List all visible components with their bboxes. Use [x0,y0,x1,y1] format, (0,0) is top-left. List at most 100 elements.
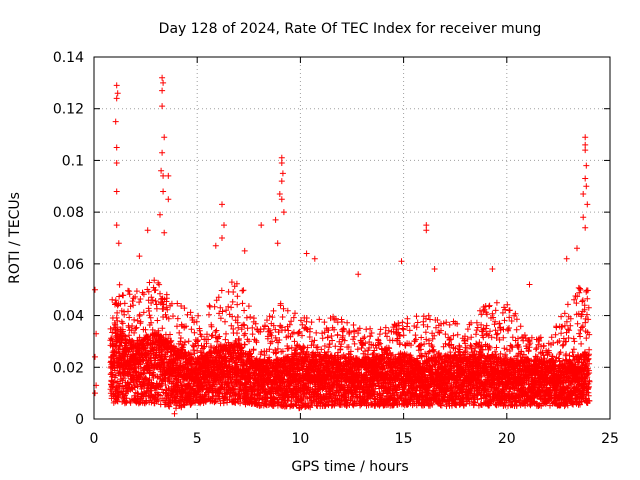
data-point [121,300,128,307]
data-point [114,324,121,331]
data-point [195,312,202,319]
data-point [131,316,138,323]
data-point [136,299,143,306]
data-point [346,329,353,336]
chart-title: Day 128 of 2024, Rate Of TEC Index for r… [159,21,542,37]
data-point [115,394,122,401]
data-point [206,302,213,309]
data-point [269,314,276,321]
data-point [154,317,161,324]
data-point [229,298,236,305]
data-point [412,332,419,339]
data-point [107,325,114,332]
data-point [119,320,126,327]
data-point [125,324,132,331]
data-point [152,298,159,304]
data-point [234,293,241,300]
data-point [126,314,133,321]
data-point [114,317,121,324]
data-point [133,288,140,295]
data-point [376,331,383,338]
data-point [206,311,212,318]
data-point [262,322,268,329]
data-point [222,336,229,343]
data-point [249,331,256,338]
data-point [155,397,162,404]
data-point [121,369,127,376]
data-point [223,330,229,337]
data-point [350,322,357,328]
data-point [117,343,123,350]
data-point [138,385,145,392]
data-point [222,318,228,325]
data-point [234,330,240,337]
data-point [288,318,295,325]
data-point [150,371,157,378]
data-point [279,314,286,320]
data-point [354,346,361,353]
data-point [292,310,298,317]
data-point [399,319,406,326]
data-point [290,314,297,321]
data-point [156,281,163,288]
data-point [120,292,127,299]
data-point [148,319,155,326]
data-point [270,307,277,314]
data-point [140,291,147,298]
data-point [247,314,254,320]
data-point [239,300,246,307]
data-point [157,392,164,399]
data-point [142,326,149,333]
data-point [313,329,320,336]
data-point [109,371,116,378]
data-point [163,291,170,298]
data-point [241,307,248,314]
data-point [377,326,384,333]
data-point [191,343,198,350]
data-point [109,341,116,348]
data-point [120,375,127,382]
data-point [218,287,225,294]
data-point [406,327,413,334]
data-point [120,328,126,335]
data-point [137,318,144,325]
grid-lines [94,57,610,419]
data-point [414,319,421,326]
data-point [142,374,149,381]
data-point [230,289,237,295]
data-point [149,297,156,304]
data-point [112,297,119,304]
data-point [212,329,219,335]
data-point [151,277,158,284]
data-point [126,291,133,298]
data-point [121,311,128,318]
data-point [123,395,130,402]
data-point [125,308,131,315]
data-point [126,288,133,295]
data-point [240,287,247,294]
data-point [234,301,241,308]
data-point [137,296,144,302]
data-point [131,329,138,336]
data-points [92,74,593,417]
data-point [188,326,195,333]
data-point [400,326,407,333]
data-point [132,325,139,332]
data-point [164,306,171,313]
data-point [316,316,323,323]
data-point [211,303,218,310]
data-point [185,338,192,345]
data-point [245,303,252,310]
data-point [127,399,134,406]
data-point [152,287,159,293]
data-point [332,343,339,350]
data-point [115,349,122,356]
data-point [361,334,368,341]
data-point [129,323,136,329]
data-point [133,324,140,331]
data-point [295,329,302,336]
data-point [140,309,147,316]
data-point [321,319,328,326]
data-point [159,325,166,332]
